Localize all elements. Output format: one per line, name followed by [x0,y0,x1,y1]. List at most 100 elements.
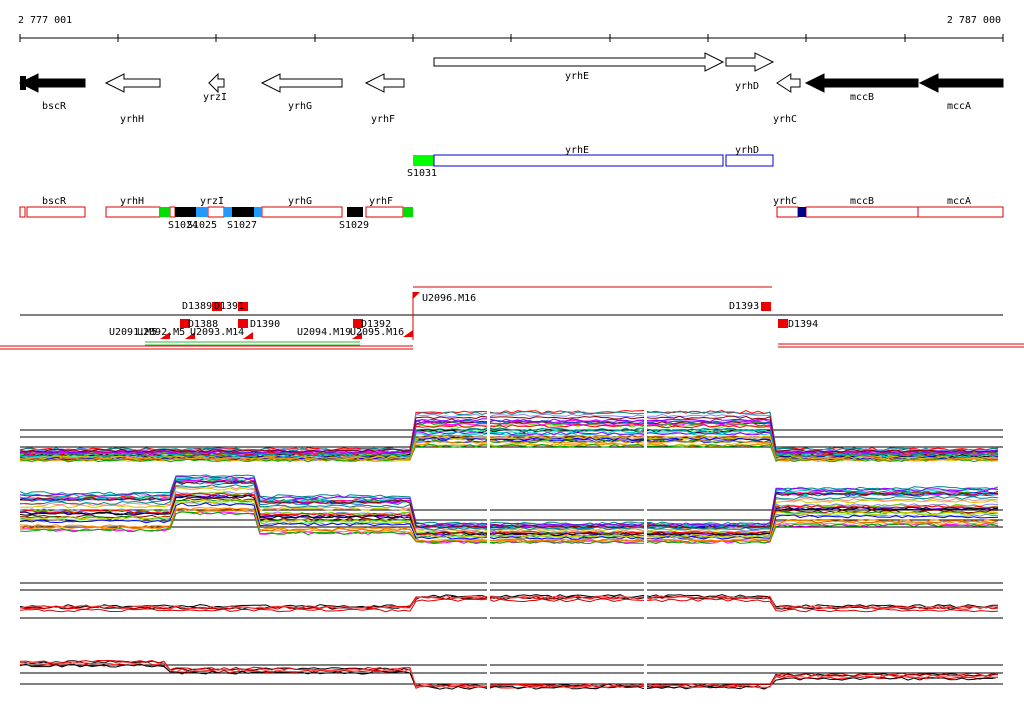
label: mccA [947,196,971,207]
segment-block [159,207,170,217]
trace [19,507,999,543]
segment-box [26,206,86,218]
label: yrhG [288,101,312,112]
trace [19,595,999,610]
label: D1394 [788,319,818,330]
label: S1027 [227,220,257,231]
label: yrhF [369,196,393,207]
label: D1392 [361,319,391,330]
label: U2095.M16 [350,327,404,338]
segment-box [805,206,919,218]
marker-box [353,319,363,328]
marker-triangle [160,332,170,339]
trace [19,429,999,458]
trace [19,415,999,453]
marker-triangle [403,330,413,337]
label: bscR [42,196,67,207]
gene-arrow [208,72,225,94]
label: mccB [850,196,874,207]
label: U2092.M5 [137,327,185,338]
label: yrzI [200,196,224,207]
label: D1391 [214,301,244,312]
segment-box [169,206,176,218]
marker-box [238,302,248,311]
gene-arrow [18,73,86,93]
trace [19,494,999,536]
gap [644,553,647,633]
trace [19,511,999,545]
segment-block [798,207,806,217]
gene-arrow [260,73,343,93]
segment-box [207,206,225,218]
gene-arrow [725,52,775,72]
label: yrhC [773,196,797,207]
segment-box [19,206,26,218]
label: mccB [850,92,874,103]
label: U2091.M5 [109,327,157,338]
trace [19,475,999,527]
marker-triangle [243,332,253,339]
label: yrhH [120,196,144,207]
marker-triangle [185,332,195,339]
marker-box [778,319,788,328]
segment-block [175,207,196,217]
label: yrhD [735,145,759,156]
trace [19,598,999,613]
label: yrhF [371,114,395,125]
label: U2096.M16 [422,293,476,304]
label: mccA [947,101,971,112]
trace [19,411,999,452]
label: 2 777 001 [18,15,72,26]
label: S1024 [168,220,198,231]
label: yrhE [565,71,589,82]
segment-box [776,206,799,218]
trace [19,487,999,533]
segment-box [261,206,343,218]
trace [19,499,999,538]
trace [19,484,999,531]
trace [19,663,999,690]
gap [644,480,647,560]
label: yrhD [735,81,759,92]
label: yrhH [120,114,144,125]
gene-arrow [918,73,1004,93]
label: yrhG [288,196,312,207]
gap [487,635,490,714]
gap [487,400,490,480]
trace [19,442,999,462]
label: D1390 [250,319,280,330]
label: U2094.M19 [297,327,351,338]
gap [644,400,647,480]
gene-arrow [104,73,161,93]
trace [19,440,999,462]
label: S1029 [339,220,369,231]
marker-flag [413,292,420,299]
label: 2 787 000 [947,15,1001,26]
gene-arrow [364,73,405,93]
transcript-box [433,154,724,167]
marker-box [238,319,248,328]
trace [19,427,999,457]
label: D1393 [729,301,759,312]
marker-box [180,319,190,328]
trace [19,661,999,689]
segment-block [232,207,254,217]
trace [19,479,999,529]
gap [644,635,647,714]
gene-arrow [433,52,725,72]
segment-block [196,207,208,217]
transcript-box [725,154,774,167]
label: S1031 [407,168,437,179]
segment-block [224,207,232,217]
gap [487,480,490,560]
label: D1388 [188,319,218,330]
marker-box [761,302,771,311]
trace [19,594,998,609]
label: bscR [42,101,67,112]
segment-box [917,206,1004,218]
trace [19,659,999,688]
label: yrhC [773,114,797,125]
label: yrhE [565,145,589,156]
label: U2093.M14 [190,327,244,338]
